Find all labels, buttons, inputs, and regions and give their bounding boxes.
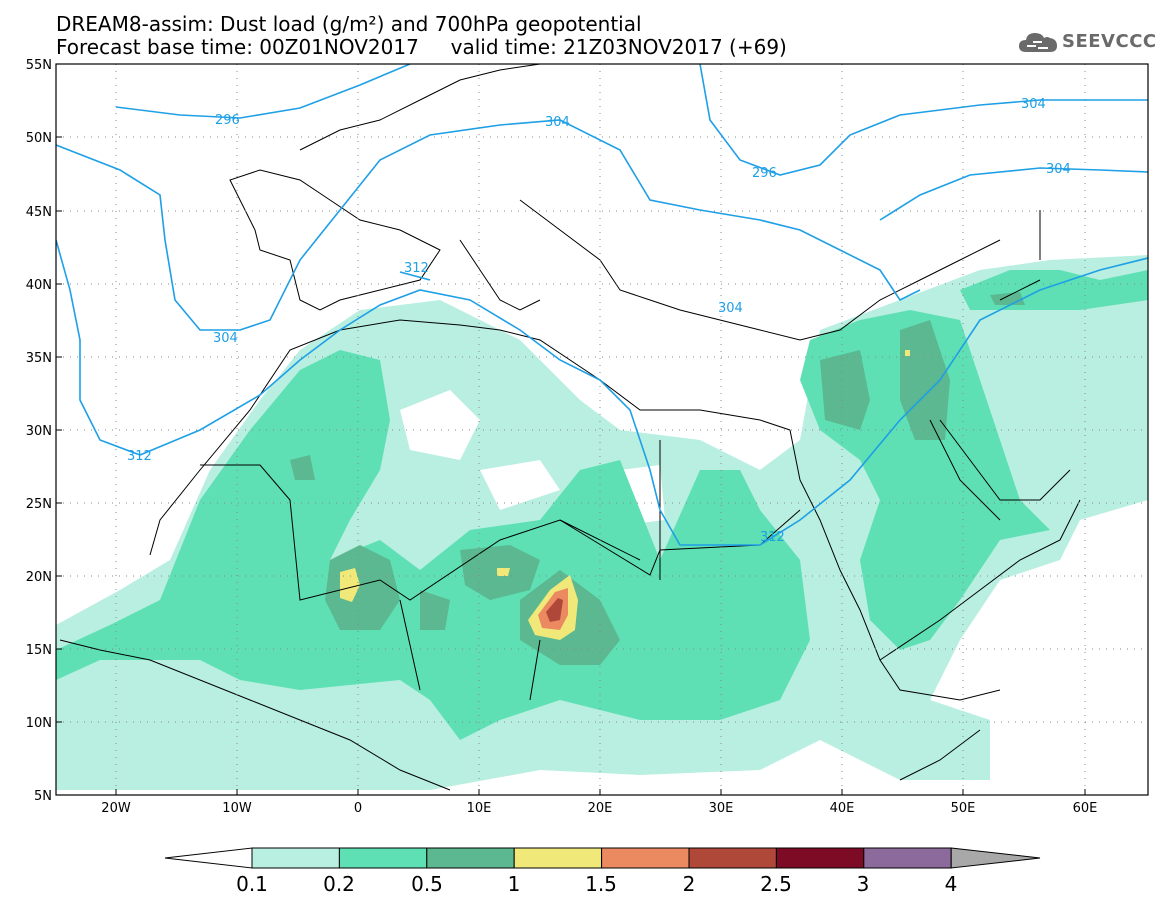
legend-label: 0.2 — [323, 872, 355, 896]
contour-label: 312 — [127, 449, 152, 464]
color-legend-labels: 0.1 0.2 0.5 1 1.5 2 2.5 3 4 — [236, 872, 957, 896]
legend-swatch — [251, 847, 340, 869]
contour-label: 304 — [213, 331, 238, 346]
contour-312 — [56, 239, 1148, 546]
lon-labels: 20W 10W 0 10E 20E 30E 40E 50E 60E — [101, 801, 1097, 816]
contour-296-east — [699, 64, 1148, 176]
dust-level-2 — [546, 598, 563, 622]
cloud-logo-icon — [1019, 33, 1057, 52]
legend-swatch — [338, 847, 428, 869]
legend-swatch — [513, 847, 603, 869]
lat-label: 30N — [26, 424, 52, 439]
legend-label: 1 — [508, 872, 521, 896]
contour-label: 304 — [1021, 97, 1046, 112]
legend-label: 0.5 — [411, 872, 443, 896]
legend-swatch — [775, 847, 865, 869]
lat-label: 25N — [26, 497, 52, 512]
lon-label: 0 — [354, 801, 362, 816]
contour-label: 296 — [215, 113, 240, 128]
lon-label: 20W — [101, 801, 131, 816]
lat-label: 45N — [26, 205, 52, 220]
contour-label: 304 — [545, 115, 570, 130]
lat-label: 15N — [26, 643, 52, 658]
contour-296-west — [115, 64, 411, 119]
graticule — [56, 64, 1148, 795]
lat-labels: 55N 50N 45N 40N 35N 30N 25N 20N 15N 10N … — [26, 58, 52, 804]
geopotential-contours — [56, 64, 1148, 546]
map-title: DREAM8-assim: Dust load (g/m²) and 700hP… — [56, 12, 642, 36]
color-legend — [164, 847, 1041, 869]
coastlines — [59, 64, 1081, 791]
axis-ticks — [56, 63, 1086, 796]
contour-304-west — [56, 119, 921, 331]
legend-swatch — [426, 847, 515, 869]
lat-label: 10N — [26, 716, 52, 731]
dust-shading — [56, 255, 1148, 790]
lat-label: 35N — [26, 351, 52, 366]
lat-label: 5N — [34, 789, 52, 804]
contour-304-east — [879, 167, 1148, 221]
lon-label: 50E — [951, 801, 976, 816]
lon-label: 10E — [467, 801, 492, 816]
contour-label: 312 — [404, 261, 429, 276]
contour-labels: 296 304 296 304 312 304 304 312 312 304 — [127, 97, 1071, 545]
legend-label: 3 — [857, 872, 870, 896]
lat-label: 50N — [26, 131, 52, 146]
legend-swatch — [863, 847, 952, 869]
legend-label: 2 — [683, 872, 696, 896]
lon-label: 60E — [1073, 801, 1098, 816]
dust-level-0-5 — [290, 292, 1025, 665]
legend-label: 0.1 — [236, 872, 268, 896]
lon-label: 20E — [588, 801, 613, 816]
contour-label: 312 — [760, 530, 785, 545]
lon-label: 10W — [222, 801, 252, 816]
legend-label: 2.5 — [760, 872, 792, 896]
lat-label: 55N — [26, 58, 52, 73]
lat-label: 40N — [26, 278, 52, 293]
legend-swatch — [601, 847, 690, 869]
lon-label: 40E — [830, 801, 855, 816]
contour-label: 296 — [752, 166, 777, 181]
contour-label: 304 — [718, 301, 743, 316]
legend-swatch — [164, 847, 253, 869]
contour-label: 304 — [1046, 162, 1071, 177]
legend-label: 1.5 — [585, 872, 617, 896]
lat-label: 20N — [26, 570, 52, 585]
seevccc-logo: SEEVCCC — [1018, 26, 1157, 56]
logo-text: SEEVCCC — [1062, 30, 1157, 52]
legend-swatch — [688, 847, 777, 869]
legend-swatch — [950, 847, 1041, 869]
dust-level-0-2 — [56, 270, 1148, 740]
legend-label: 4 — [945, 872, 958, 896]
forecast-times: Forecast base time: 00Z01NOV2017 valid t… — [56, 35, 787, 59]
lon-label: 30E — [709, 801, 734, 816]
